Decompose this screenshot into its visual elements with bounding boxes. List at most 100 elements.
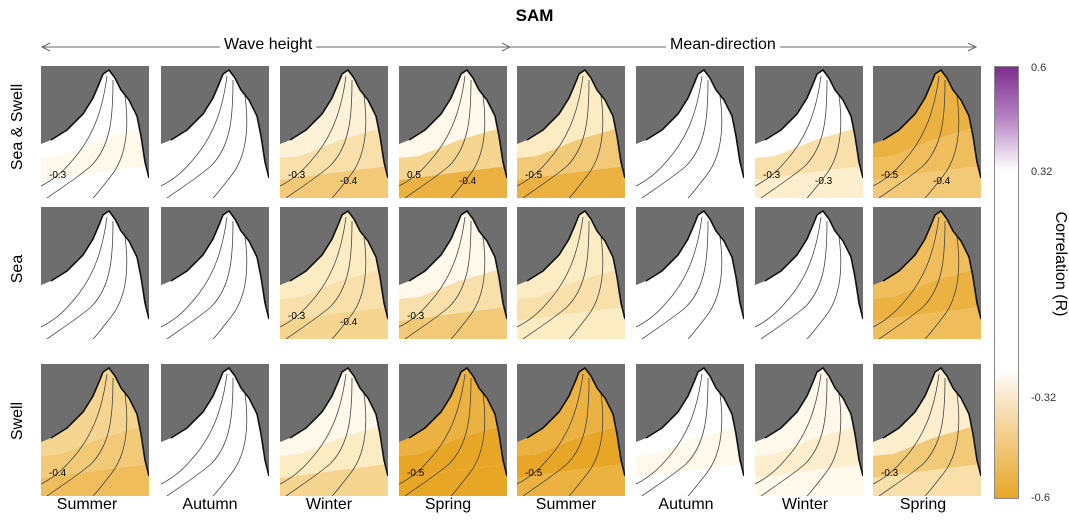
contour-line [280,216,347,328]
contour-label: -0.3 [407,311,425,322]
contour-label: -0.4 [459,176,477,187]
correlation-band [755,307,863,339]
contour-line [687,393,723,496]
correlation-band [755,126,863,180]
correlation-band [399,267,507,321]
correlation-band [873,126,981,180]
correlation-band [280,307,388,339]
group-arrows [40,42,978,52]
map-panel [755,207,863,339]
map-panel [161,207,269,339]
coastline [764,209,863,320]
coastline [50,209,149,320]
map-panel [161,66,269,198]
correlation-band [873,307,981,339]
correlation-band [517,464,625,496]
contour-line [636,216,703,328]
contour-line [755,75,822,187]
contour-line [522,377,590,496]
group-label-wave-height: Wave height [220,36,317,54]
contour-line [285,377,353,496]
contour-line [517,373,584,485]
correlation-band [161,166,269,198]
coastline [170,366,269,477]
contour-line [41,75,108,187]
contour-line [636,75,703,187]
map-panel: -0.3 -0.3 [755,66,863,198]
colorbar-tick: 0.32 [1031,166,1053,178]
coastline [289,68,388,179]
correlation-band [636,267,744,321]
contour-line [873,75,940,187]
coastline [170,209,269,320]
correlation-band [636,307,744,339]
correlation-band [161,267,269,321]
map-panel: -0.5 -0.4 [873,66,981,198]
contour-line [641,377,709,496]
contour-line [399,75,466,187]
contour-label: -0.5 [881,170,899,181]
contour-line [806,393,842,496]
contour-line [92,236,128,339]
contour-line [517,75,584,187]
correlation-band [161,126,269,180]
correlation-band [280,464,388,496]
contour-line [166,79,234,198]
correlation-band [280,166,388,198]
coastline [764,366,863,477]
contour-label: -0.3 [881,468,899,479]
correlation-band [41,126,149,180]
contour-line [760,220,828,339]
correlation-band [161,424,269,478]
contour-label: -0.4 [340,317,358,328]
contour-line [399,373,466,485]
correlation-band [755,166,863,198]
coastline [408,209,507,320]
map-panel: -0.3 [41,66,149,198]
contour-line [46,220,114,339]
map-panel [873,207,981,339]
contour-line [924,95,960,198]
contour-line [806,95,842,198]
contour-line [331,95,367,198]
coastline [882,366,981,477]
contour-line [878,377,946,496]
column-label: Winter [305,496,353,513]
contour-line [755,216,822,328]
correlation-band [873,424,981,478]
contour-line [399,216,466,328]
contour-line [873,216,940,328]
contour-label: -0.3 [763,170,781,181]
contour-label: -0.4 [49,468,67,479]
contour-line [517,216,584,328]
contour-label: -0.3 [49,170,67,181]
coastline [645,209,744,320]
map-panel [517,207,625,339]
correlation-band [41,307,149,339]
contour-line [450,236,486,339]
contour-label: 0.5 [407,170,421,181]
correlation-band [399,424,507,478]
map-panel: -0.3 -0.4 [280,207,388,339]
contour-line [331,393,367,496]
row-label-swell: Swell [9,401,26,441]
column-label: Summer [535,496,597,513]
correlation-band [755,464,863,496]
contour-line [166,377,234,496]
map-panel [636,207,744,339]
coastline [50,366,149,477]
contour-line [687,236,723,339]
contour-line [212,95,248,198]
contour-line [522,79,590,198]
contour-label: -0.5 [525,170,543,181]
colorbar [994,66,1019,499]
map-panel [280,364,388,496]
coastline [645,68,744,179]
contour-label: -0.4 [933,176,951,187]
correlation-band [41,166,149,198]
correlation-band [636,464,744,496]
contour-label: -0.3 [288,311,306,322]
colorbar-tick: -0.6 [1031,492,1050,504]
row-label-sea: Sea [9,254,26,284]
correlation-band [517,267,625,321]
